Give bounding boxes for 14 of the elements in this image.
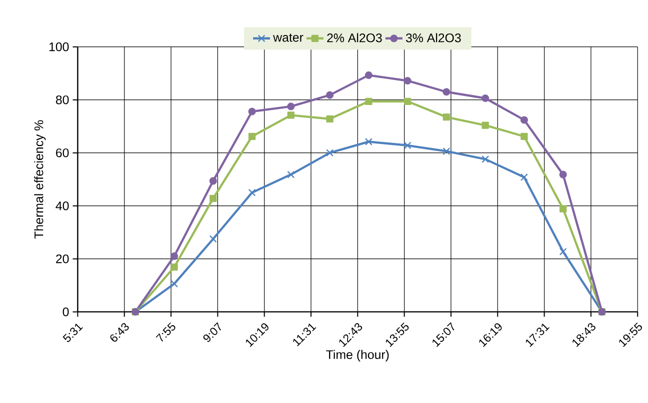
y-axis-title: Thermal effeciency % [34,120,46,238]
x-tick-label: 6:43 [110,322,129,342]
y-tick-label: 20 [56,254,69,263]
y-tick-label: 0 [62,307,69,316]
y-tick-label: 100 [49,42,69,51]
y-tick-label: 60 [56,148,69,157]
x-tick-label: 5:31 [62,323,83,342]
legend-label: 2% Al2O3 [327,32,382,42]
legend-label: water [273,33,304,42]
x-tick-label: 7:55 [156,322,176,342]
y-tick-label: 80 [56,95,69,104]
y-tick-label: 40 [56,201,69,210]
x-axis-title: Time (hour) [326,350,389,362]
legend-label: 3% Al2O3 [406,32,461,42]
